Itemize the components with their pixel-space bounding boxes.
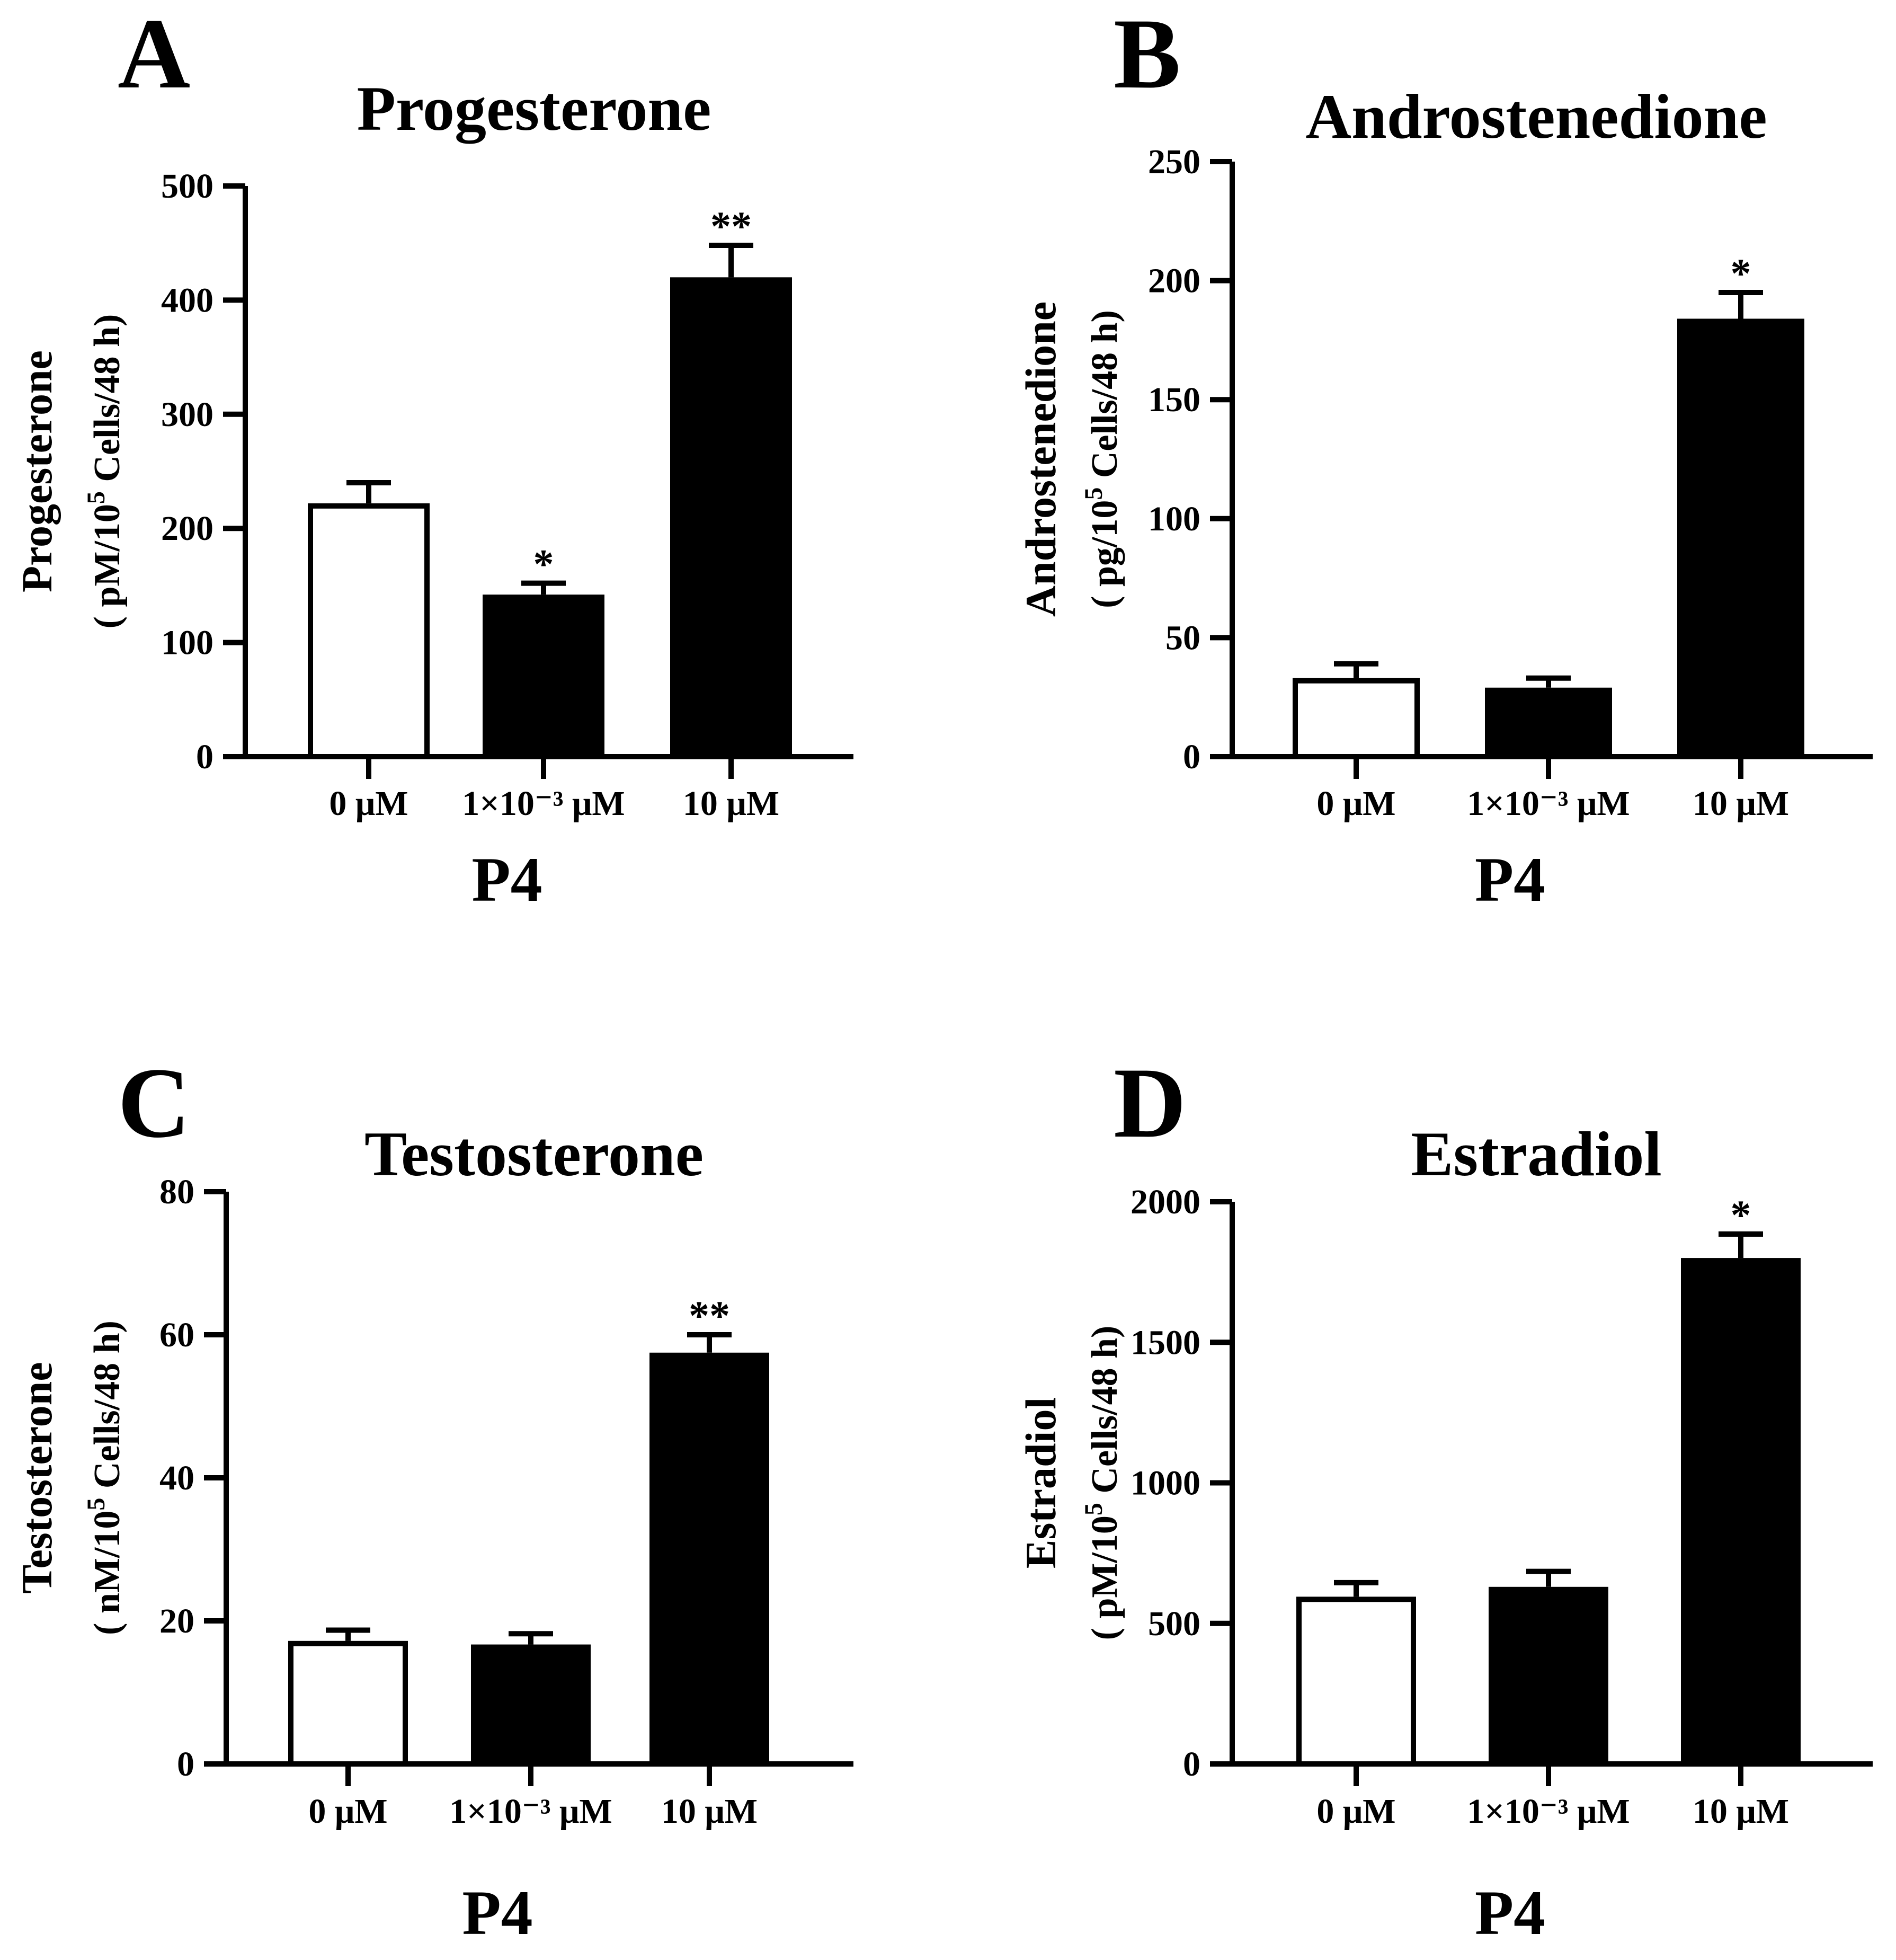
y-axis-label-unit-pre: ( pM/10 xyxy=(1084,1515,1125,1640)
y-tick-label: 500 xyxy=(161,167,213,206)
bar-3 xyxy=(649,1352,769,1764)
y-axis-label-line1: Androstenedione xyxy=(1017,301,1065,617)
x-tick-label: 10 μM xyxy=(1693,1792,1789,1831)
y-axis-label-unit-pre: ( nM/10 xyxy=(87,1511,128,1635)
y-tick-label: 0 xyxy=(1183,1745,1200,1784)
x-axis-label: P4 xyxy=(462,1877,532,1948)
y-tick-label: 100 xyxy=(161,624,213,662)
bar-2 xyxy=(483,595,604,757)
y-axis-label-superscript: 5 xyxy=(1080,1503,1108,1515)
y-tick-label: 60 xyxy=(159,1316,194,1354)
bar-1 xyxy=(1296,1597,1416,1767)
panel-label: B xyxy=(1114,0,1181,110)
y-tick-label: 40 xyxy=(159,1459,194,1497)
y-axis-label-unit-post: Cells/48 h) xyxy=(87,314,128,491)
x-tick-label: 10 μM xyxy=(661,1792,758,1831)
y-axis-label-unit-post: Cells/48 h) xyxy=(1084,310,1125,487)
y-tick-label: 200 xyxy=(1148,262,1200,300)
y-tick-label: 1000 xyxy=(1131,1464,1200,1503)
bar-2 xyxy=(1489,1586,1608,1764)
y-tick-label: 1500 xyxy=(1131,1323,1200,1362)
y-axis-label-unit-post: Cells/48 h) xyxy=(87,1320,128,1497)
y-tick-label: 150 xyxy=(1148,380,1200,419)
x-axis-label: P4 xyxy=(1475,1877,1545,1948)
y-axis-label-line1: Testosterone xyxy=(13,1362,61,1593)
panel-label: C xyxy=(118,1048,190,1159)
panel-a: A Progesterone 0 100 200 300 400 500 Progesteron… xyxy=(13,0,853,915)
significance-marker: * xyxy=(1731,1192,1751,1238)
y-axis-label-line2: ( nM/105 Cells/48 h) xyxy=(82,1320,128,1635)
y-tick-label: 80 xyxy=(159,1173,194,1211)
panel-label: D xyxy=(1114,1048,1186,1159)
y-axis-label-superscript: 5 xyxy=(82,1498,110,1511)
bar-2 xyxy=(471,1644,591,1764)
y-tick-label: 250 xyxy=(1148,143,1200,181)
chart-title: Estradiol xyxy=(1411,1119,1661,1189)
x-tick-label: 0 μM xyxy=(308,1792,387,1831)
x-tick-label: 0 μM xyxy=(329,784,408,823)
significance-marker: ** xyxy=(689,1292,730,1338)
y-axis-label-superscript: 5 xyxy=(1080,487,1108,500)
y-tick-label: 300 xyxy=(161,395,213,434)
chart-title: Progesterone xyxy=(357,73,711,144)
bar-3 xyxy=(670,277,792,757)
y-tick-label: 0 xyxy=(177,1745,194,1784)
y-axis-label-unit-pre: ( pg/10 xyxy=(1084,500,1125,608)
significance-marker: * xyxy=(1731,250,1751,296)
bar-1 xyxy=(288,1640,408,1767)
significance-marker: * xyxy=(533,541,554,587)
y-axis-label-unit-post: Cells/48 h) xyxy=(1084,1326,1125,1503)
x-axis-label: P4 xyxy=(471,844,542,915)
bar-3 xyxy=(1677,318,1804,757)
x-tick-label: 1×10⁻³ μM xyxy=(449,1792,612,1831)
chart-title: Androstenedione xyxy=(1305,81,1767,152)
panel-b: B Androstenedione 0 50 100 150 200 250 Androsten… xyxy=(1017,0,1873,915)
x-tick-label: 1×10⁻³ μM xyxy=(1467,784,1630,823)
y-axis-label-line2: ( pg/105 Cells/48 h) xyxy=(1080,310,1125,608)
x-tick-label: 1×10⁻³ μM xyxy=(462,784,625,823)
y-axis-label-line1: Progesterone xyxy=(13,350,61,592)
x-tick-label: 10 μM xyxy=(683,784,779,823)
x-tick-label: 0 μM xyxy=(1316,1792,1395,1831)
significance-marker: ** xyxy=(710,203,752,249)
panel-c: C Testosterone 0 20 40 60 80 Testosterone ( nM/1… xyxy=(13,1048,853,1948)
y-axis-label-line2: ( pM/105 Cells/48 h) xyxy=(1080,1326,1125,1640)
panel-d: D Estradiol 0 500 1000 1500 2000 Estradiol ( pM/… xyxy=(1017,1048,1873,1948)
y-tick-label: 100 xyxy=(1148,500,1200,538)
y-tick-label: 50 xyxy=(1165,618,1200,657)
y-axis-label-line1: Estradiol xyxy=(1017,1397,1065,1568)
chart-title: Testosterone xyxy=(364,1119,704,1189)
y-axis-label-unit-pre: ( pM/10 xyxy=(87,504,128,628)
x-axis-label: P4 xyxy=(1475,844,1545,915)
y-axis-label-superscript: 5 xyxy=(82,491,110,504)
bar-2 xyxy=(1485,687,1612,757)
x-tick-label: 1×10⁻³ μM xyxy=(1467,1792,1630,1831)
y-tick-label: 0 xyxy=(1183,738,1200,776)
bar-1 xyxy=(1293,678,1420,760)
y-tick-label: 2000 xyxy=(1131,1183,1200,1221)
bar-1 xyxy=(308,503,430,759)
y-tick-label: 20 xyxy=(159,1602,194,1640)
x-tick-label: 0 μM xyxy=(1316,784,1395,823)
bar-3 xyxy=(1681,1258,1801,1764)
panel-label: A xyxy=(118,0,190,110)
y-axis-label-line2: ( pM/105 Cells/48 h) xyxy=(82,314,128,629)
y-tick-label: 500 xyxy=(1148,1604,1200,1643)
y-tick-label: 200 xyxy=(161,509,213,548)
x-tick-label: 10 μM xyxy=(1693,784,1789,823)
y-tick-label: 0 xyxy=(196,738,213,776)
y-tick-label: 400 xyxy=(161,281,213,320)
